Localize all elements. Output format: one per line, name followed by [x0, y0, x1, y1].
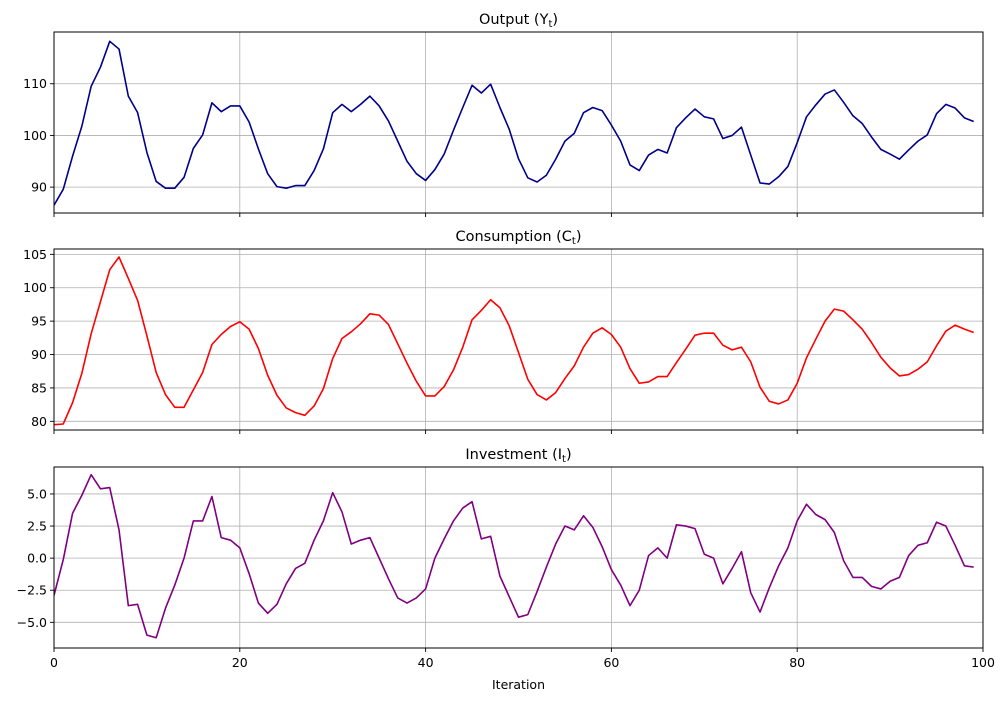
investment-xtick-label: 0 [50, 655, 58, 670]
investment-xtick-label: 40 [418, 655, 434, 670]
investment-panel: −5.0 −2.5 0.0 2.5 5.0 0 20 40 60 80 100 Investment … [17, 447, 995, 692]
investment-xtick-label: 80 [789, 655, 805, 670]
consumption-ytick-label: 95 [31, 314, 47, 329]
investment-ytick-label: −2.5 [17, 583, 47, 598]
investment-xtick-label: 60 [603, 655, 619, 670]
output-title-subscript: t [548, 19, 552, 30]
consumption-ytick-label: 80 [31, 414, 47, 429]
output-series-line [54, 40, 975, 206]
output-ytick-label: 110 [23, 76, 47, 91]
investment-title-text: Investment (I [465, 447, 562, 463]
consumption-title-subscript: t [572, 236, 576, 247]
investment-xtick-label: 20 [232, 655, 248, 670]
output-panel: 90 100 110 Output (Yt) [23, 12, 984, 217]
investment-ytick-label: 2.5 [27, 519, 47, 534]
consumption-axes-frame [53, 248, 984, 431]
investment-title-close: ) [566, 447, 572, 463]
consumption-title-text: Consumption (C [455, 229, 571, 245]
output-title-close: ) [552, 12, 558, 28]
investment-axes-frame [53, 466, 984, 649]
output-title: Output (Yt) [479, 12, 558, 30]
consumption-ytick-label: 90 [31, 347, 47, 362]
investment-series-line [54, 473, 974, 639]
consumption-ytick-label: 85 [31, 380, 47, 395]
consumption-series-line [54, 256, 974, 426]
consumption-ytick-label: 105 [23, 247, 47, 262]
investment-xaxis-label: Iteration [492, 677, 545, 692]
consumption-ytick-label: 100 [23, 280, 47, 295]
investment-ytick-label: 0.0 [27, 551, 47, 566]
consumption-title: Consumption (Ct) [455, 229, 581, 247]
output-title-text: Output (Y [479, 12, 549, 28]
investment-ytick-label: 5.0 [27, 486, 47, 501]
investment-title-subscript: t [562, 454, 566, 465]
consumption-title-close: ) [576, 229, 582, 245]
output-ytick-label: 100 [23, 128, 47, 143]
investment-ytick-label: −5.0 [17, 615, 47, 630]
investment-title: Investment (It) [465, 447, 571, 465]
investment-xtick-label: 100 [971, 655, 995, 670]
consumption-panel: 80 85 90 95 100 105 Consumption (Ct) [23, 229, 984, 434]
output-axes-frame [53, 31, 984, 214]
output-ytick-label: 90 [31, 180, 47, 195]
